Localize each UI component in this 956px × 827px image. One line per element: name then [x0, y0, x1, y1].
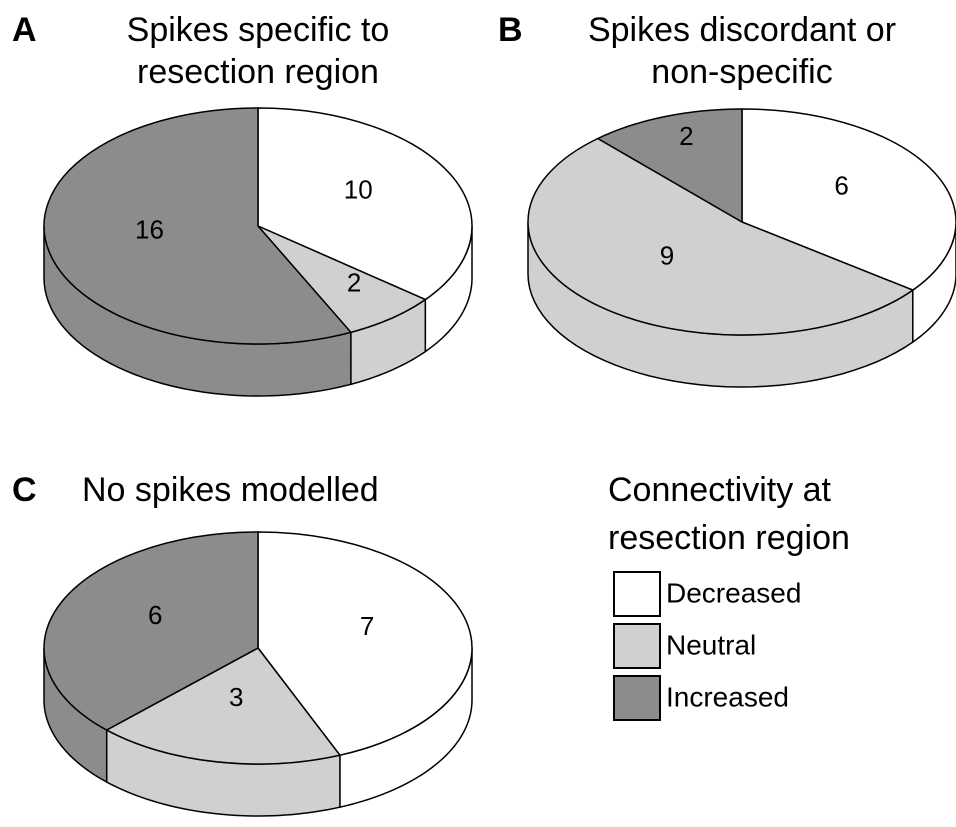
value-label: 16	[135, 215, 164, 245]
value-label: 9	[660, 240, 674, 270]
legend-swatch	[613, 623, 661, 669]
pie-slice	[105, 647, 342, 765]
value-label: 10	[344, 174, 373, 204]
pie-slice	[43, 531, 259, 731]
chart-title: No spikes modelled	[82, 471, 379, 509]
legend-swatch	[613, 675, 661, 721]
panel-label: A	[12, 11, 37, 49]
pie-slice	[527, 137, 915, 336]
panel-label: C	[12, 471, 37, 509]
value-label: 2	[347, 267, 361, 297]
value-label: 7	[360, 611, 374, 641]
legend-title: resection region	[608, 519, 850, 557]
chart-title: Spikes discordant or	[588, 11, 896, 49]
chart-title: Spikes specific to	[127, 11, 390, 49]
pie-slice	[741, 108, 956, 291]
chart-title: resection region	[137, 53, 379, 91]
chart-title: non-specific	[651, 53, 832, 91]
legend-label: Decreased	[666, 577, 801, 608]
pie-slice	[43, 107, 353, 345]
panel-label: B	[498, 11, 523, 49]
legend-label: Increased	[666, 681, 789, 712]
pie-slice	[257, 107, 473, 301]
value-label: 6	[834, 171, 848, 201]
value-label: 6	[148, 600, 162, 630]
value-label: 2	[679, 121, 693, 151]
pie-slice	[257, 531, 473, 757]
legend-title: Connectivity at	[608, 471, 832, 509]
pie-slice	[596, 108, 743, 224]
value-label: 3	[229, 682, 243, 712]
legend-swatch	[613, 571, 661, 617]
legend-label: Neutral	[666, 629, 756, 660]
